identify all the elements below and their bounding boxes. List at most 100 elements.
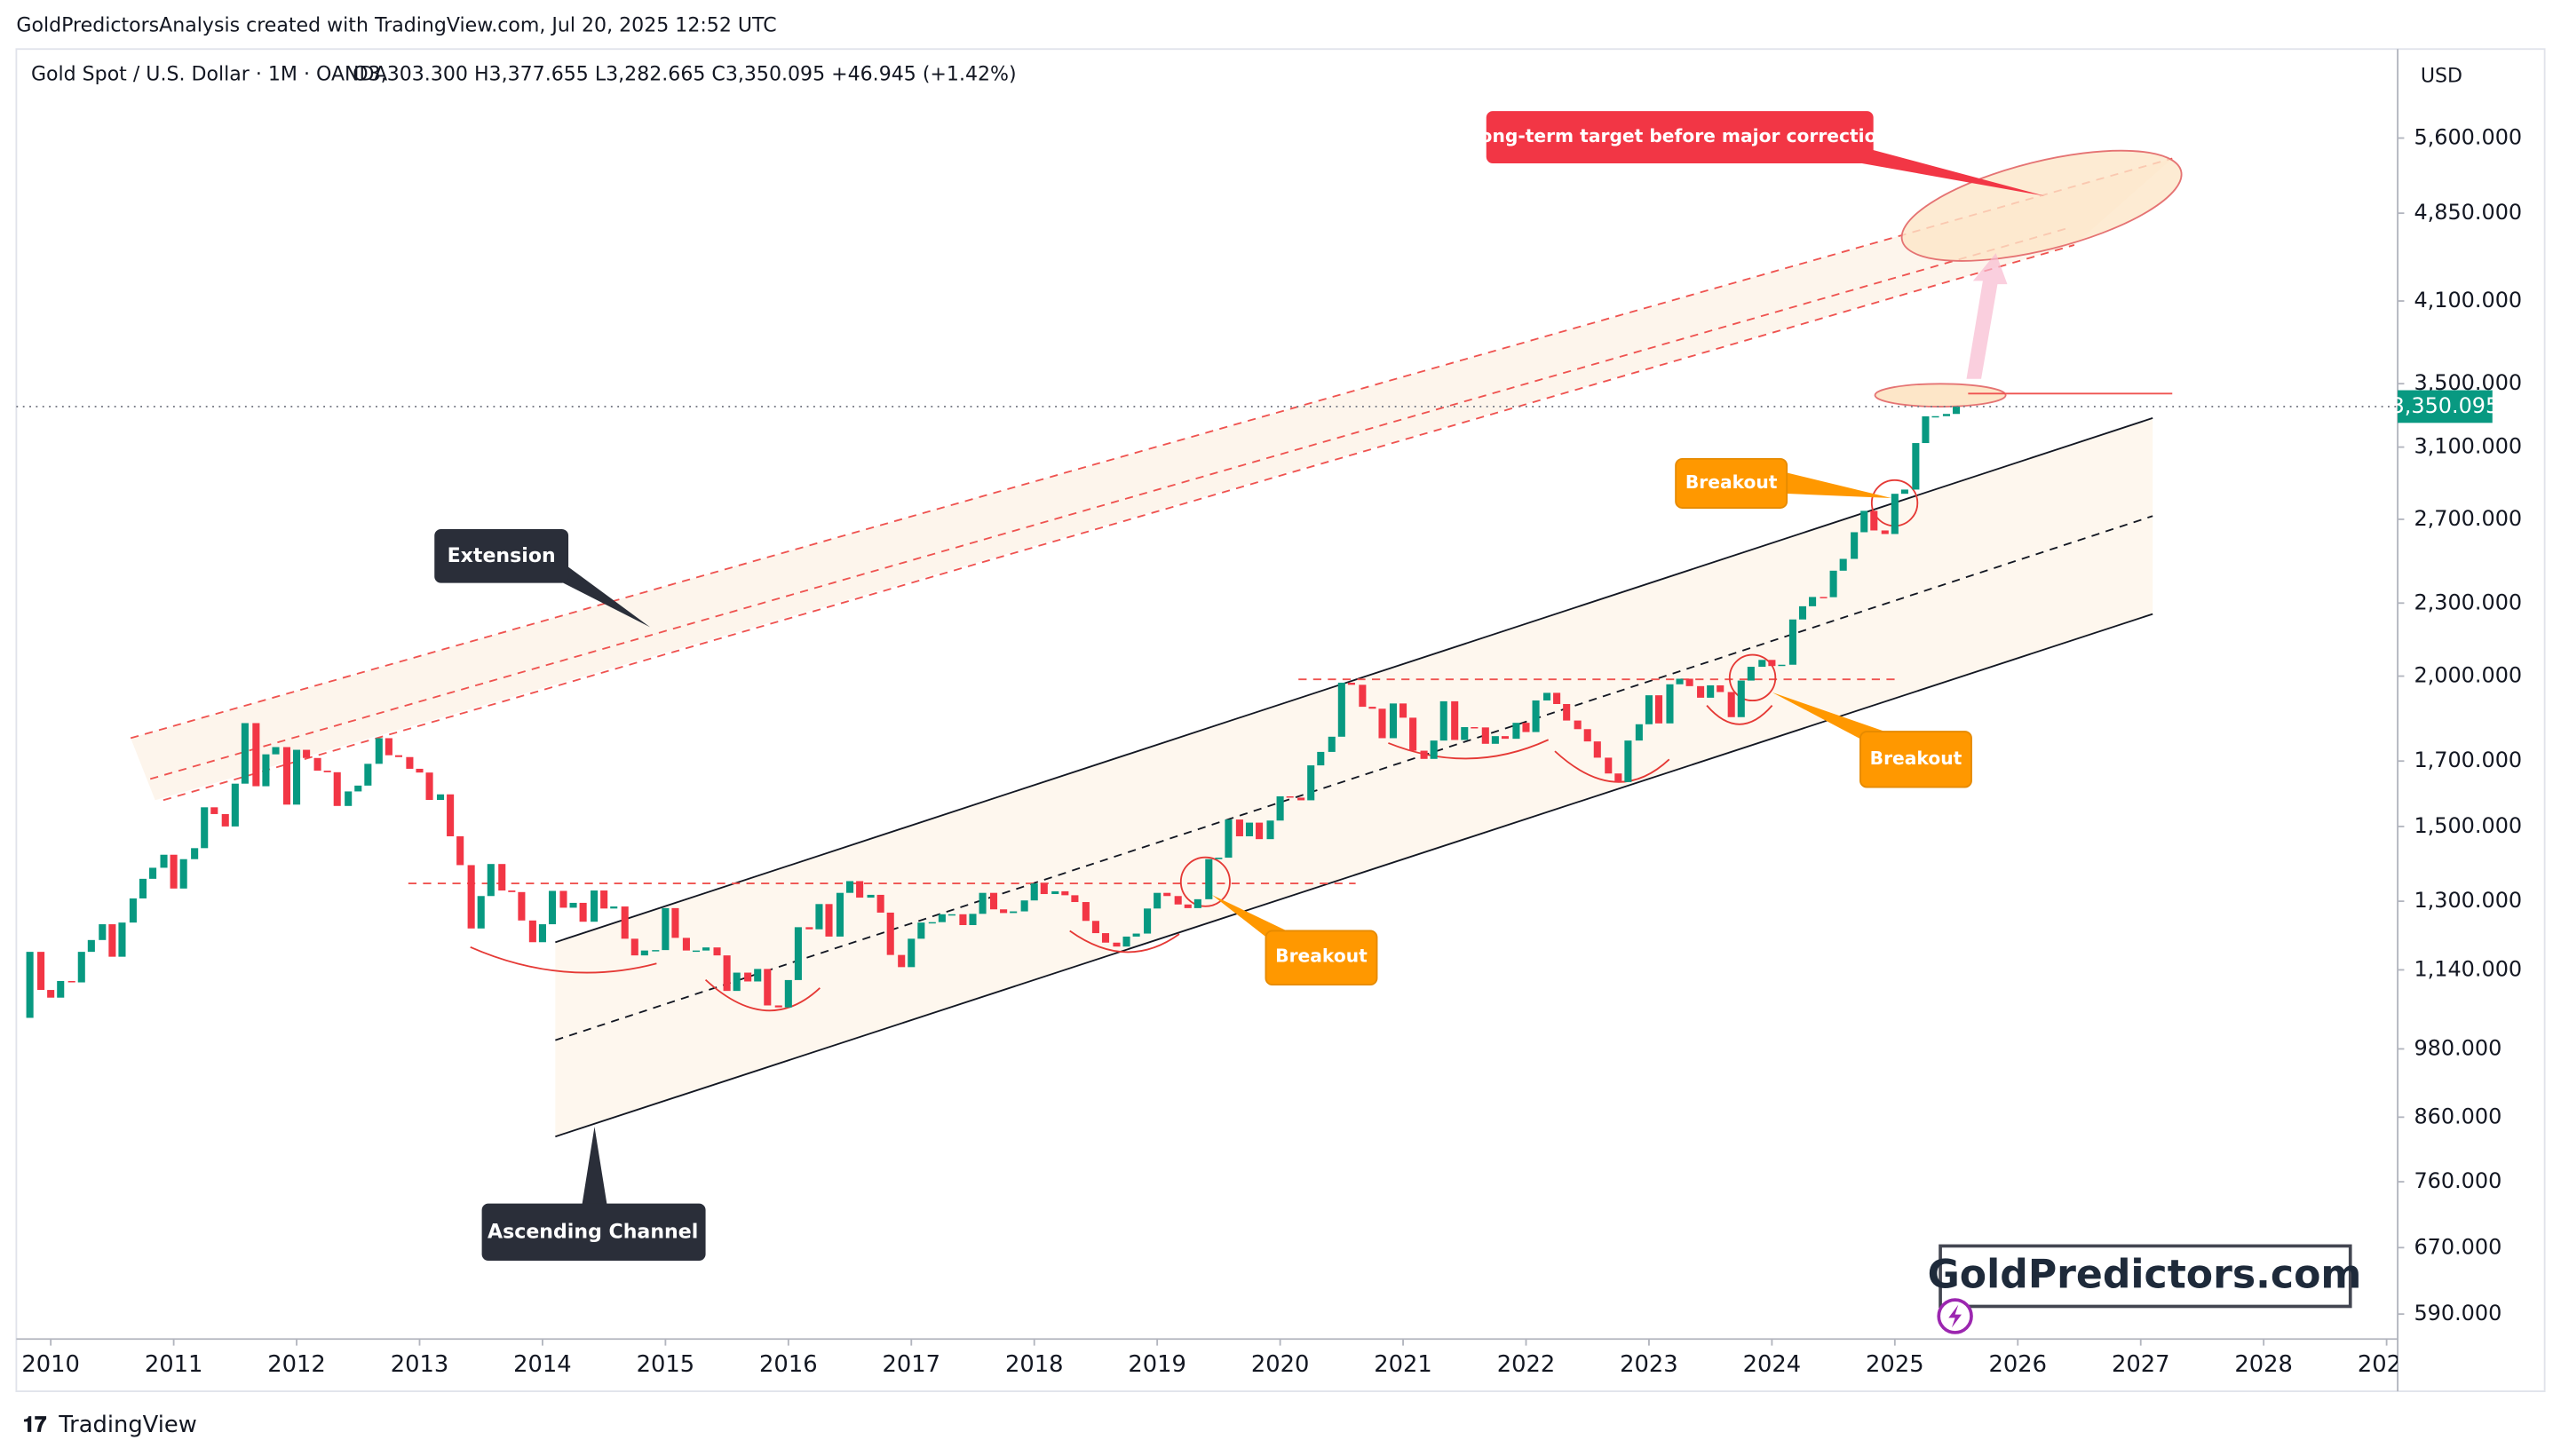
candle-body: [231, 783, 239, 827]
candle-body: [467, 865, 475, 929]
x-tick-label: 2013: [391, 1351, 449, 1378]
candle-body: [548, 890, 557, 925]
candle-body: [876, 894, 884, 913]
candle-body: [1778, 664, 1786, 667]
brand-icon: 𝟏𝟕: [23, 1412, 47, 1437]
candle-body: [1347, 682, 1355, 685]
candle-body: [764, 969, 772, 1006]
candle-body: [1225, 819, 1233, 859]
candle-body: [47, 990, 55, 998]
candle-body: [498, 864, 506, 891]
callout-pointer: [547, 563, 651, 628]
candle-body: [179, 859, 187, 889]
candle-body: [57, 980, 65, 998]
candle-body: [1286, 795, 1294, 798]
candle-body: [1737, 680, 1745, 717]
candle-body: [1337, 682, 1345, 737]
candle-body: [375, 738, 383, 764]
candle-body: [1471, 727, 1479, 729]
y-tick-label: 3,100.000: [2414, 434, 2522, 459]
candle-body: [364, 764, 372, 786]
candle-body: [733, 972, 741, 992]
callout-pointer: [1777, 470, 1891, 499]
candle-body: [1368, 707, 1376, 709]
callout-box: [1486, 111, 1874, 163]
cup-arc: [1554, 750, 1670, 783]
candle-body: [1953, 406, 1961, 415]
x-tick-label: 2018: [1005, 1351, 1064, 1378]
target-ellipse: [1900, 149, 2183, 262]
candle-body: [652, 950, 660, 952]
candle-body: [1174, 896, 1182, 905]
y-tick-label: 1,140.000: [2414, 956, 2522, 981]
candle-body: [1829, 570, 1837, 597]
candle-body: [1113, 942, 1121, 947]
candle-body: [1030, 883, 1038, 901]
candle-body: [477, 896, 485, 929]
candle-body: [867, 894, 875, 898]
extension-line: [130, 157, 2173, 740]
top-ellipse: [1874, 383, 2007, 408]
candle-body: [191, 848, 199, 859]
candle-body: [1532, 700, 1540, 732]
candle-body: [87, 939, 95, 953]
candle-body: [99, 924, 107, 940]
candle-body: [713, 947, 721, 956]
y-tick-label: 760.000: [2414, 1168, 2502, 1193]
candle-body: [1144, 908, 1152, 934]
candle-body: [528, 920, 536, 943]
y-tick-label: 4,850.000: [2414, 200, 2522, 225]
candle-body: [1697, 685, 1705, 698]
callout-box: [481, 1203, 706, 1261]
candle-body: [1666, 684, 1674, 724]
candle-body: [1707, 684, 1715, 698]
candle-body: [518, 891, 526, 921]
candle-body: [1860, 510, 1868, 533]
candle-body: [1512, 723, 1520, 740]
candle-body: [1522, 723, 1530, 732]
callout-text: Breakout: [1685, 471, 1778, 493]
candle-body: [1389, 703, 1398, 739]
candle-body: [1851, 532, 1859, 559]
symbol: Gold Spot / U.S. Dollar · 1M · OANDA: [31, 64, 387, 86]
candle-body: [1132, 933, 1140, 937]
candle-body: [856, 881, 864, 898]
candle-body: [1205, 859, 1213, 899]
candle-body: [744, 972, 752, 982]
y-tick-label: 5,600.000: [2414, 124, 2522, 149]
x-tick-label: 2021: [1374, 1351, 1432, 1378]
candle-body: [938, 914, 946, 922]
y-tick-label: 2,700.000: [2414, 506, 2522, 531]
brand: TradingView: [58, 1412, 197, 1438]
candle-body: [262, 754, 270, 787]
candle-body: [303, 749, 311, 758]
candle-body: [1942, 414, 1951, 416]
candle-body: [1409, 717, 1417, 751]
candle-body: [1461, 727, 1469, 740]
x-tick-label: 2029: [2358, 1351, 2416, 1378]
candle-body: [1768, 660, 1776, 667]
candle-body: [1605, 757, 1613, 774]
candle-body: [559, 890, 567, 908]
y-tick-label: 1,500.000: [2414, 813, 2522, 838]
last-price-box: [2398, 390, 2493, 423]
candle-body: [241, 723, 249, 784]
candle-body: [1328, 736, 1336, 752]
candle-body: [1184, 904, 1192, 908]
candle-body: [1839, 558, 1847, 571]
candle-body: [139, 878, 147, 898]
candle-body: [1491, 736, 1499, 744]
cup-arc: [704, 978, 821, 1012]
candle-body: [1154, 892, 1162, 909]
candle-body: [1051, 890, 1059, 895]
candle-body: [201, 807, 209, 849]
x-tick-label: 2023: [1620, 1351, 1678, 1378]
candle-body: [416, 768, 424, 773]
ohlc: O3,303.300 H3,377.655 L3,282.665 C3,350.…: [353, 64, 1016, 86]
candle-body: [1798, 605, 1807, 620]
price-scale: 590.000 670.000 760.000 860.000 980.000 1,140…: [2398, 124, 2522, 1325]
candle-body: [354, 785, 362, 792]
candle-body: [989, 892, 998, 910]
